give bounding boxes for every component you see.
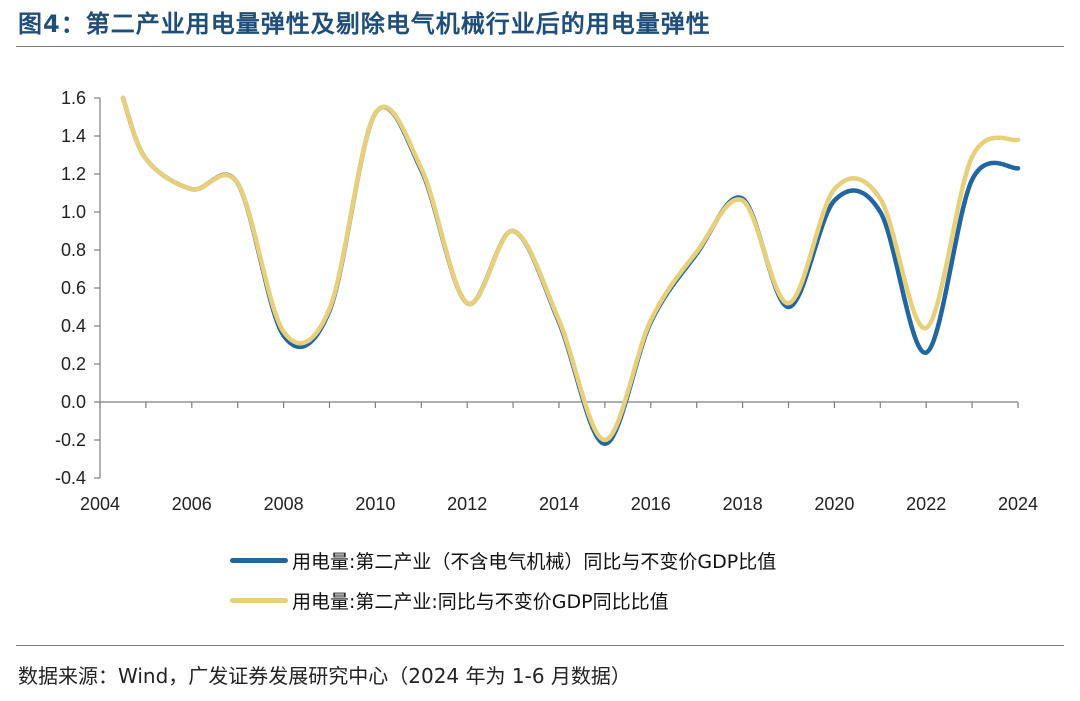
x-tick-label: 2012 (447, 494, 487, 514)
x-tick-label: 2018 (723, 494, 763, 514)
series-line-2 (120, 95, 1021, 443)
x-tick-label: 2006 (172, 494, 212, 514)
y-tick-label: 1.2 (61, 164, 86, 184)
x-tick-label: 2004 (80, 494, 120, 514)
line-chart: 1.6 1.4 1.2 1.0 0.8 0.6 0.4 0.2 0.0 -0.2 -0.4 2004… (55, 88, 1038, 514)
source-divider (16, 645, 1064, 646)
x-tick-label: 2016 (631, 494, 671, 514)
legend-item-series-1: 用电量:第二产业（不含电气机械）同比与不变价GDP比值 (230, 540, 776, 580)
y-tick-label: -0.2 (55, 430, 86, 450)
figure-title: 图4：第二产业用电量弹性及剔除电气机械行业后的用电量弹性 (18, 10, 711, 38)
y-tick-label: -0.4 (55, 468, 86, 488)
x-tick-label: 2022 (906, 494, 946, 514)
legend-swatch-series-2 (230, 597, 288, 603)
y-tick-label: 0.6 (61, 278, 86, 298)
title-divider (16, 46, 1064, 47)
y-tick-label: 0.8 (61, 240, 86, 260)
legend-label-series-2: 用电量:第二产业:同比与不变价GDP同比比值 (292, 590, 669, 613)
source-note: 数据来源：Wind，广发证券发展研究中心（2024 年为 1-6 月数据） (18, 664, 631, 688)
legend-label-series-1: 用电量:第二产业（不含电气机械）同比与不变价GDP比值 (292, 550, 777, 573)
x-tick-label: 2014 (539, 494, 579, 514)
y-tick-label: 0.4 (61, 316, 86, 336)
y-tick-label: 0.0 (61, 392, 86, 412)
x-tick-label: 2024 (998, 494, 1038, 514)
figure-header: 图4：第二产业用电量弹性及剔除电气机械行业后的用电量弹性 (0, 0, 1080, 46)
y-tick-label: 1.4 (61, 126, 86, 146)
legend-swatch-series-1 (230, 557, 288, 563)
series-layer (120, 95, 1021, 447)
x-tick-label: 2008 (264, 494, 304, 514)
legend-item-series-2: 用电量:第二产业:同比与不变价GDP同比比值 (230, 580, 776, 620)
chart-legend: 用电量:第二产业（不含电气机械）同比与不变价GDP比值 用电量:第二产业:同比与… (230, 540, 776, 620)
y-tick-label: 1.0 (61, 202, 86, 222)
y-axis: 1.6 1.4 1.2 1.0 0.8 0.6 0.4 0.2 0.0 -0.2 -0.4 (55, 88, 101, 488)
x-tick-label: 2020 (814, 494, 854, 514)
series-line-1 (120, 95, 1021, 447)
y-tick-label: 0.2 (61, 354, 86, 374)
x-axis: 2004 2006 2008 2010 2012 2014 2016 2018 2020 2022… (80, 401, 1038, 514)
x-tick-label: 2010 (355, 494, 395, 514)
y-tick-label: 1.6 (61, 88, 86, 108)
